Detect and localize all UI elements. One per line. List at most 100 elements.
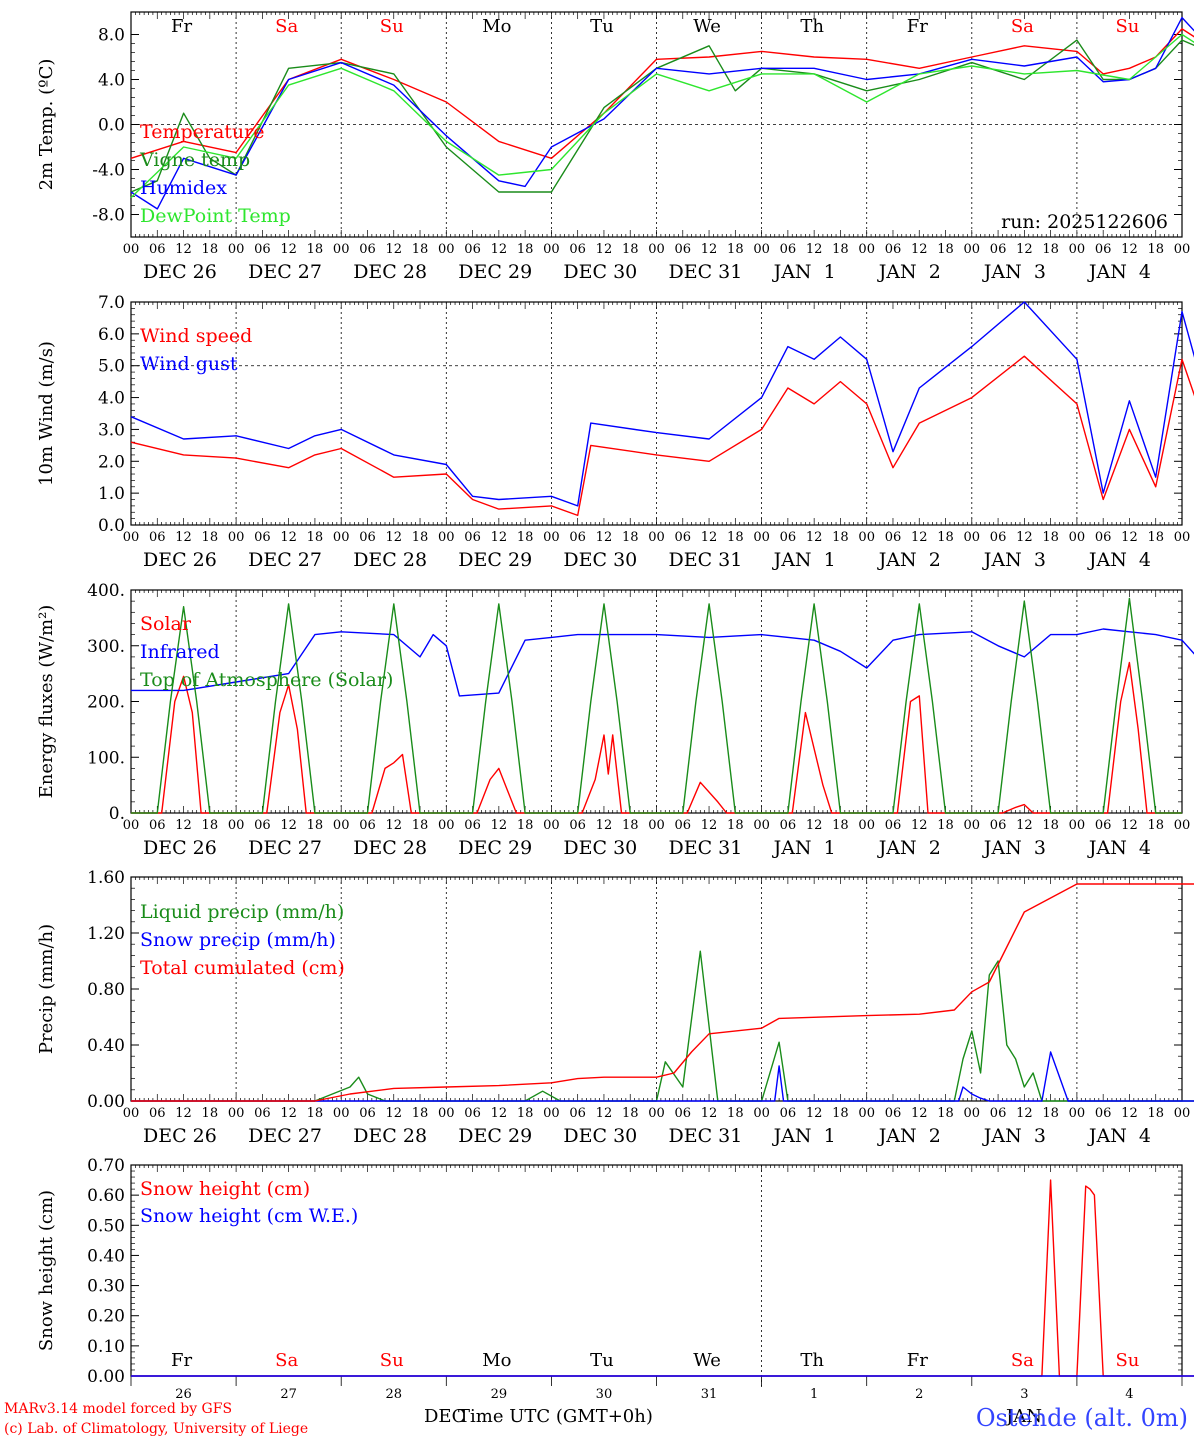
hour-label: 00	[543, 242, 560, 257]
hour-label: 00	[858, 1106, 875, 1121]
hour-label: 06	[569, 242, 586, 257]
date-label: JAN 4	[1087, 837, 1151, 859]
hour-label: 12	[385, 818, 402, 833]
hour-label: 00	[648, 818, 665, 833]
hour-label: 00	[648, 1106, 665, 1121]
panel-temp	[130, 11, 1194, 238]
hour-label: 12	[596, 818, 613, 833]
series-line-wind-speed	[130, 355, 1194, 517]
day-number-label: 27	[280, 1387, 297, 1402]
hour-label: 00	[753, 818, 770, 833]
hour-label: 06	[1095, 530, 1112, 545]
date-label: DEC 27	[248, 837, 322, 859]
y-tick-label: 0.80	[87, 980, 125, 1000]
y-tick-label: 2.0	[98, 452, 125, 472]
hour-label: 00	[438, 1106, 455, 1121]
hour-label: 12	[280, 1106, 297, 1121]
date-label: DEC 28	[353, 549, 427, 571]
weekday-label: Su	[380, 1350, 404, 1371]
hour-label: 18	[727, 530, 744, 545]
hour-label: 00	[753, 530, 770, 545]
weekday-label: Sa	[275, 1350, 298, 1371]
legend-entry: Wind speed	[140, 325, 252, 347]
weekday-label: Sa	[1011, 16, 1034, 37]
hour-label: 00	[123, 818, 140, 833]
y-tick-label: 0.40	[87, 1246, 125, 1266]
hour-label: 00	[964, 1106, 981, 1121]
date-label: DEC 29	[458, 549, 532, 571]
y-axis-label: 2m Temp. (ºC)	[36, 59, 57, 191]
legend-entry: Snow precip (mm/h)	[140, 929, 336, 951]
hour-label: 00	[438, 818, 455, 833]
hour-label: 06	[990, 242, 1007, 257]
hour-label: 18	[727, 1106, 744, 1121]
y-tick-label: 0.0	[98, 116, 125, 136]
date-label: DEC 30	[563, 837, 637, 859]
hour-label: 18	[727, 818, 744, 833]
hour-label: 18	[517, 530, 534, 545]
y-tick-label: 5.0	[98, 357, 125, 377]
weekday-label: Su	[380, 16, 404, 37]
hour-label: 06	[569, 530, 586, 545]
hour-label: 12	[596, 1106, 613, 1121]
hour-label: 12	[491, 818, 508, 833]
weekday-label: Th	[800, 1350, 824, 1371]
date-label: DEC 29	[458, 1125, 532, 1147]
date-label: DEC 26	[143, 261, 217, 283]
y-tick-label: 400.	[87, 581, 125, 601]
date-label: DEC 26	[143, 1125, 217, 1147]
date-label: DEC 29	[458, 837, 532, 859]
weekday-label: Su	[1115, 16, 1139, 37]
date-label: DEC 28	[353, 837, 427, 859]
y-tick-label: 7.0	[98, 293, 125, 313]
hour-label: 00	[1069, 1106, 1086, 1121]
series-line-vigne-temp	[130, 39, 1194, 193]
day-number-label: 4	[1125, 1387, 1133, 1402]
hour-label: 00	[228, 530, 245, 545]
hour-label: 06	[780, 530, 797, 545]
hour-label: 12	[806, 242, 823, 257]
hour-label: 00	[1174, 818, 1191, 833]
hour-label: 06	[254, 1106, 271, 1121]
hour-label: 06	[1095, 242, 1112, 257]
hour-label: 18	[412, 1106, 429, 1121]
hour-label: 00	[333, 818, 350, 833]
legend-entry: Total cumulated (cm)	[140, 957, 345, 979]
date-label: DEC 31	[669, 837, 743, 859]
y-tick-label: 0.	[109, 804, 125, 824]
hour-label: 12	[701, 818, 718, 833]
hour-label: 12	[806, 530, 823, 545]
legend-entry: DewPoint Temp	[140, 205, 291, 227]
month-label-jan: JAN	[1004, 1406, 1042, 1427]
hour-label: 00	[858, 818, 875, 833]
hour-label: 18	[412, 530, 429, 545]
hour-label: 06	[464, 530, 481, 545]
weekday-label: Fr	[171, 1350, 192, 1371]
weekday-label: Su	[1115, 1350, 1139, 1371]
legend-entry: Wind gust	[140, 353, 238, 375]
hour-label: 12	[911, 1106, 928, 1121]
hour-label: 18	[1147, 1106, 1164, 1121]
y-tick-label: 0.40	[87, 1036, 125, 1056]
hour-label: 12	[385, 242, 402, 257]
hour-label: 00	[964, 818, 981, 833]
date-label: DEC 30	[563, 549, 637, 571]
hour-label: 12	[1121, 1106, 1138, 1121]
y-tick-label: 3.0	[98, 420, 125, 440]
hour-label: 18	[517, 818, 534, 833]
y-tick-label: 4.0	[98, 71, 125, 91]
hour-label: 18	[832, 242, 849, 257]
date-label: DEC 29	[458, 261, 532, 283]
hour-label: 18	[1147, 242, 1164, 257]
panel-wind	[130, 301, 1194, 526]
y-tick-label: 6.0	[98, 325, 125, 345]
hour-label: 06	[885, 242, 902, 257]
y-axis-label: Precip (mm/h)	[36, 924, 57, 1054]
hour-label: 06	[675, 818, 692, 833]
date-label: JAN 2	[877, 1125, 941, 1147]
month-label-dec: DEC	[424, 1406, 465, 1427]
date-label: DEC 28	[353, 1125, 427, 1147]
hour-label: 00	[543, 818, 560, 833]
hour-label: 18	[412, 818, 429, 833]
